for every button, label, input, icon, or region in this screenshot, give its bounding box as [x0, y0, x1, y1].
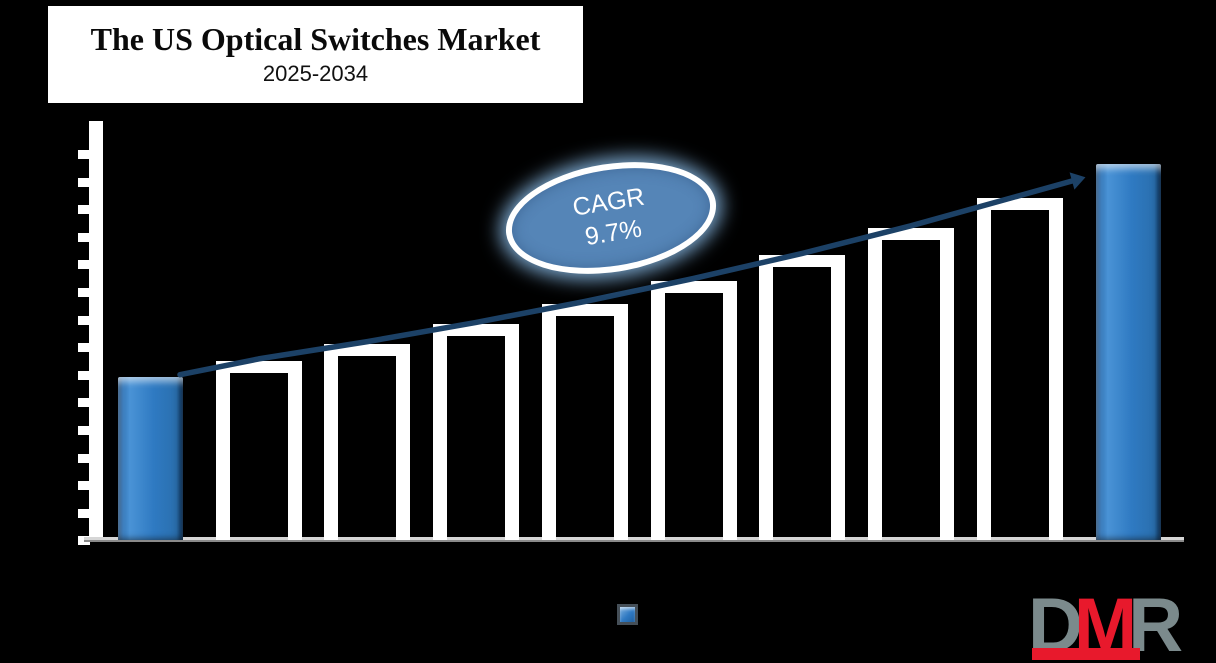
chart-title: The US Optical Switches Market — [90, 20, 541, 57]
dmr-logo: DMR — [1028, 588, 1216, 663]
bar-2031 — [759, 255, 846, 540]
y-axis-tick — [78, 426, 90, 435]
y-axis-tick — [78, 315, 90, 325]
bar-2034 — [1095, 164, 1161, 540]
logo-red-underline — [1032, 648, 1140, 660]
y-axis-tick — [78, 370, 90, 380]
x-axis-baseline — [84, 537, 1184, 542]
y-axis — [89, 121, 103, 538]
y-axis-tick — [78, 453, 90, 463]
chart-subtitle: 2025-2034 — [262, 61, 369, 87]
y-axis-tick — [78, 288, 90, 297]
bar-2030 — [650, 280, 737, 540]
y-axis-tick — [78, 343, 90, 353]
x-axis-baseline-shadow — [84, 540, 1184, 542]
y-axis-tick — [78, 205, 90, 215]
y-axis-tick — [78, 398, 90, 408]
y-axis-tick — [78, 481, 90, 491]
y-axis-tick — [78, 177, 90, 187]
y-axis-tick — [78, 508, 90, 518]
y-axis-tick — [78, 232, 90, 242]
y-axis-tick — [78, 150, 90, 159]
bar-2032 — [867, 227, 954, 540]
bar-2026 — [215, 360, 302, 540]
bar-2025 — [117, 376, 183, 540]
legend-marker — [617, 604, 638, 625]
title-box: The US Optical Switches Market 2025-2034 — [48, 6, 583, 103]
y-axis-tick — [78, 260, 90, 270]
bar-2028 — [433, 324, 520, 540]
trend-arrowhead — [1069, 172, 1086, 190]
